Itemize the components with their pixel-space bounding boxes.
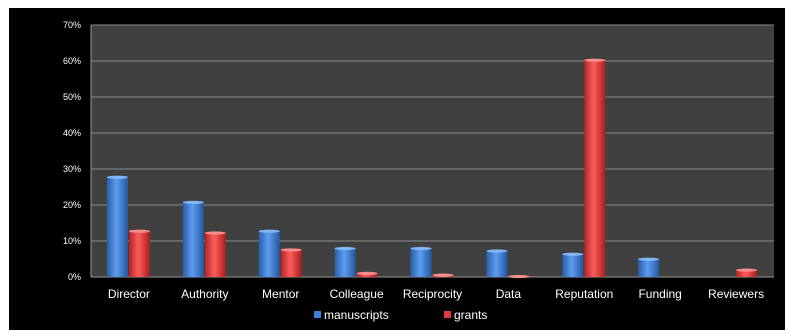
bar-top-highlight [638, 257, 660, 261]
bar-grants [128, 230, 150, 277]
bar-top-highlight [736, 268, 758, 272]
bar-top-highlight [486, 249, 508, 253]
bar-manuscripts [562, 253, 584, 277]
y-tick-label: 50% [63, 92, 81, 102]
bar-top-highlight [562, 252, 584, 256]
legend-label-manuscripts: manuscripts [324, 308, 389, 322]
bar-top-highlight [334, 246, 356, 251]
bar-top-highlight [280, 248, 302, 252]
y-tick-label: 40% [63, 128, 81, 138]
bar-manuscripts [638, 258, 660, 277]
bar-top-highlight [432, 273, 454, 277]
y-tick-label: 20% [63, 200, 81, 210]
chart-frame: 0% 10% 20% 30% 40% 50% 60% 70% Director Authorit… [9, 8, 785, 330]
bar-grants [584, 59, 606, 278]
bars [106, 58, 758, 279]
bar-manuscripts [410, 247, 432, 277]
bar-grants [204, 232, 226, 277]
y-tick-label: 30% [63, 164, 81, 174]
bar-top-highlight [356, 271, 378, 275]
x-tick-label: Reciprocity [403, 287, 462, 301]
legend-label-grants: grants [454, 308, 487, 322]
x-tick-label: Reputation [555, 287, 613, 301]
x-tick-label: Mentor [262, 287, 299, 301]
bar-top-highlight [410, 246, 432, 251]
y-tick-label: 10% [63, 236, 81, 246]
x-axis-ticks: Director Authority Mentor Colleague Reciproc… [108, 287, 764, 301]
bar-manuscripts [334, 247, 356, 277]
legend-swatch-manuscripts [314, 311, 321, 318]
bar-top-highlight [204, 231, 226, 235]
y-axis-ticks: 0% 10% 20% 30% 40% 50% 60% 70% [63, 20, 81, 282]
legend-swatch-grants [444, 311, 451, 318]
bar-manuscripts [258, 230, 280, 277]
bar-chart: 0% 10% 20% 30% 40% 50% 60% 70% Director Authorit… [63, 20, 774, 322]
bar-manuscripts [106, 176, 128, 277]
x-tick-label: Funding [638, 287, 681, 301]
bar-grants [280, 248, 302, 277]
x-tick-label: Data [496, 287, 522, 301]
y-tick-label: 70% [63, 20, 81, 30]
y-tick-label: 0% [68, 272, 81, 282]
y-tick-label: 60% [63, 56, 81, 66]
gridlines [90, 24, 774, 278]
bar-top-highlight [128, 229, 150, 233]
x-tick-label: Authority [181, 287, 228, 301]
x-tick-label: Colleague [330, 287, 384, 301]
bar-manuscripts [486, 250, 508, 277]
bar-top-highlight [508, 274, 530, 279]
bar-top-highlight [106, 175, 128, 179]
legend: manuscripts grants [314, 308, 487, 322]
bar-manuscripts [182, 201, 204, 277]
bar-top-highlight [182, 200, 204, 204]
x-tick-label: Reviewers [708, 287, 764, 301]
bar-top-highlight [584, 58, 606, 62]
x-tick-label: Director [108, 287, 150, 301]
bar-top-highlight [258, 229, 280, 233]
